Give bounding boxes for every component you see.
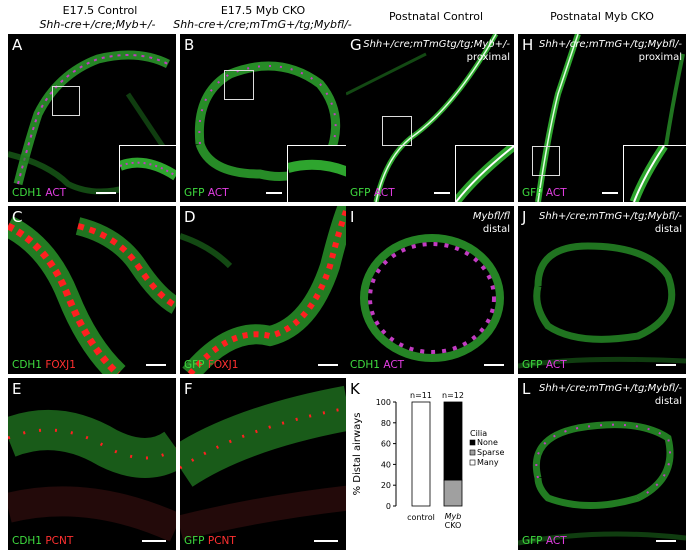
n-label: n=12	[442, 391, 464, 400]
panel-i-image	[360, 234, 504, 362]
panel-i-label: I	[350, 208, 355, 226]
col1-title: E17.5 Control	[62, 4, 138, 17]
panel-d-label: D	[184, 208, 196, 226]
panel-l-image	[518, 421, 686, 546]
panel-c-stain: CDH1 FOXJ1	[12, 359, 76, 371]
panel-f: F GFP PCNT	[180, 378, 348, 550]
scale-bar	[96, 192, 116, 194]
y-tick-label: 0	[386, 502, 391, 511]
x-tick-label: Myb	[445, 512, 462, 521]
panel-h-genotype: Shh+/cre;mTmG+/tg;Mybfl/- proximal	[539, 39, 682, 63]
panel-l: L Shh+/cre;mTmG+/tg;Mybfl/- distal GFP AC…	[518, 378, 686, 550]
col2-title: E17.5 Myb CKO	[220, 4, 306, 17]
panel-k-chart: 0 20 40 60 80 100 % Distal airways n=11 n=12 cont…	[352, 391, 505, 530]
panel-j-stain: GFP ACT	[522, 359, 567, 371]
panel-b: B GFP ACT	[180, 34, 348, 202]
panel-i-stain: CDH1 ACT	[350, 359, 405, 371]
panel-k: K 0 20 40 60 80 100 % Distal airways n=11 n=12 co…	[346, 378, 514, 550]
panel-h-label: H	[522, 36, 534, 54]
panel-g-image	[346, 34, 499, 202]
panel-b-label: B	[184, 36, 195, 54]
panel-c-label: C	[12, 208, 23, 226]
panel-l-stain: GFP ACT	[522, 535, 567, 547]
y-tick-label: 20	[381, 481, 391, 490]
panel-e-stain: CDH1 PCNT	[12, 535, 74, 547]
y-tick-label: 40	[381, 460, 391, 469]
bar-sparse	[443, 479, 463, 507]
y-tick-label: 100	[376, 398, 391, 407]
panel-h: H Shh+/cre;mTmG+/tg;Mybfl/- proximal GFP …	[518, 34, 686, 202]
legend-entry: Sparse	[477, 448, 505, 457]
panel-a-stain: CDH1 ACT	[12, 187, 67, 199]
panel-h-stain: GFP ACT	[522, 187, 567, 199]
scale-bar	[602, 192, 618, 194]
panel-c-image	[8, 216, 176, 374]
bar-many	[411, 401, 431, 507]
x-tick-label: CKO	[445, 521, 462, 530]
panel-g: G Shh+/cre;mTmGtg/tg;Myb+/- proximal GFP …	[346, 34, 514, 202]
scale-bar	[656, 364, 676, 366]
panel-j-label: J	[522, 208, 527, 226]
bar-none	[443, 401, 463, 481]
legend-entry: Many	[477, 458, 499, 467]
legend-swatch	[469, 459, 476, 466]
legend-entry: None	[477, 438, 498, 447]
panel-e: E CDH1 PCNT	[8, 378, 176, 550]
panel-g-label: G	[350, 36, 362, 54]
legend-swatch	[469, 449, 476, 456]
panel-e-label: E	[12, 380, 22, 398]
scale-bar	[314, 540, 338, 542]
panel-l-genotype: Shh+/cre;mTmG+/tg;Mybfl/- distal	[539, 383, 682, 407]
panel-e-image	[8, 410, 176, 542]
panel-f-label: F	[184, 380, 193, 398]
panel-f-image	[180, 385, 348, 541]
y-axis-label: % Distal airways	[352, 413, 363, 496]
col2-genotype: Shh-cre+/cre;mTmG+/tg;Mybfl/-	[173, 18, 352, 31]
panel-i: I Mybfl/fl distal CDH1 ACT	[346, 206, 514, 374]
scale-bar	[484, 364, 504, 366]
panel-j: J Shh+/cre;mTmG+/tg;Mybfl/- distal GFP AC…	[518, 206, 686, 374]
scale-bar	[142, 540, 166, 542]
y-tick-label: 60	[381, 440, 391, 449]
scale-bar	[146, 364, 166, 366]
panel-g-stain: GFP ACT	[350, 187, 395, 199]
panel-a: A CDH1 ACT	[8, 34, 176, 202]
panel-k-label: K	[350, 380, 360, 398]
y-tick-label: 80	[381, 419, 391, 428]
panel-i-genotype: Mybfl/fl distal	[472, 211, 510, 235]
legend-title: Cilia	[470, 429, 487, 438]
panel-j-image	[518, 242, 686, 369]
panel-g-genotype: Shh+/cre;mTmGtg/tg;Myb+/- proximal	[363, 39, 510, 63]
legend-swatch	[469, 439, 476, 446]
panel-j-genotype: Shh+/cre;mTmG+/tg;Mybfl/- distal	[539, 211, 682, 235]
panel-a-label: A	[12, 36, 23, 54]
scale-bar	[656, 540, 676, 542]
scale-bar	[318, 364, 338, 366]
panel-c: C CDH1 FOXJ1	[8, 206, 176, 374]
panel-b-stain: GFP ACT	[184, 187, 229, 199]
col3-title: Postnatal Control	[388, 10, 484, 23]
panel-d-image	[180, 206, 348, 374]
scale-bar	[434, 192, 450, 194]
col1-genotype: Shh-cre+/cre;Myb+/-	[39, 18, 156, 31]
panel-b-image	[194, 61, 341, 181]
panel-f-stain: GFP PCNT	[184, 535, 236, 547]
panel-l-label: L	[522, 380, 531, 398]
panel-d-stain: GFP FOXJ1	[184, 359, 239, 371]
n-label: n=11	[410, 391, 432, 400]
scale-bar	[266, 192, 282, 194]
panel-d: D GFP FOXJ1	[180, 206, 348, 374]
col4-title: Postnatal Myb CKO	[550, 10, 654, 23]
x-tick-label: control	[407, 513, 435, 522]
